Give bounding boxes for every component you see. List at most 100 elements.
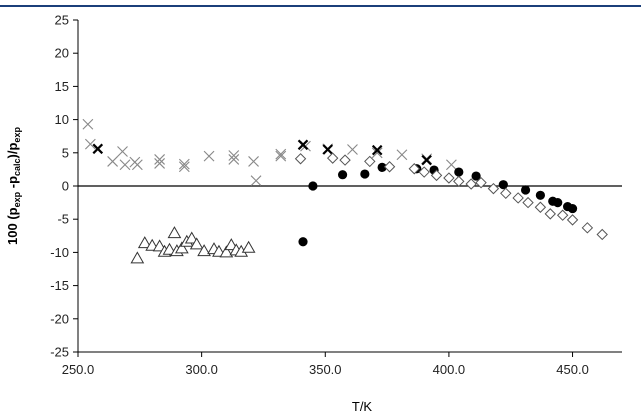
cross-stroke — [275, 148, 287, 160]
data-point-cross — [371, 147, 383, 159]
data-point-diamond — [408, 163, 420, 175]
cross-stroke — [117, 146, 128, 157]
data-point-cross — [178, 158, 190, 170]
data-point-cross — [119, 159, 131, 171]
data-point-diamond — [364, 155, 376, 168]
x-tick-label: 450.0 — [556, 362, 589, 377]
y-tick-label: 0 — [62, 179, 69, 194]
data-point-circle — [553, 198, 563, 208]
data-point-cross — [297, 139, 309, 151]
y-tick-label: 10 — [55, 112, 69, 127]
data-point-diamond — [544, 208, 556, 220]
data-point-circle — [520, 185, 531, 195]
y-axis-title-part: -p — [5, 176, 20, 192]
data-point-cross — [117, 146, 128, 157]
data-point-diamond — [383, 161, 396, 173]
data-point-triangle — [219, 245, 234, 258]
data-point-diamond — [443, 172, 455, 184]
data-point-cross — [347, 144, 358, 155]
cross-stroke — [371, 144, 383, 156]
data-point-circle — [377, 162, 387, 173]
data-point-circle — [298, 237, 308, 247]
cross-stroke — [396, 149, 408, 161]
y-tick-label: -10 — [50, 245, 69, 260]
x-axis-title: T/K — [352, 399, 373, 414]
data-point-cross — [203, 150, 215, 162]
y-tick-label: 25 — [55, 13, 69, 28]
data-point-diamond — [465, 178, 477, 190]
data-point-cross — [154, 154, 165, 165]
data-point-circle — [337, 170, 348, 180]
data-point-circle — [360, 169, 370, 179]
data-point-cross — [250, 175, 262, 187]
data-point-triangle — [174, 241, 189, 254]
x-tick-label: 350.0 — [309, 362, 342, 377]
cross-stroke — [92, 143, 104, 155]
data-point-cross — [154, 158, 165, 169]
data-point-diamond — [556, 209, 569, 221]
axes: -25 -20 -15 -10 -5 0 5 10 15 20 25 250.0 300.0 350.0 4… — [50, 13, 622, 377]
data-point-cross — [228, 150, 240, 161]
y-tick-label: -5 — [57, 212, 69, 227]
data-point-diamond — [566, 214, 579, 226]
data-point-diamond — [339, 154, 351, 166]
data-point-cross — [82, 118, 94, 130]
data-point-circle — [535, 190, 546, 200]
data-point-diamond — [487, 182, 500, 195]
y-tick-label: -15 — [50, 278, 69, 293]
cross-stroke — [421, 154, 432, 166]
data-point-cross — [131, 159, 143, 171]
data-point-triangle — [184, 231, 199, 244]
cross-stroke — [228, 150, 240, 161]
plot-area — [82, 118, 608, 264]
data-point-diamond — [326, 152, 339, 164]
data-point-cross — [107, 156, 119, 167]
data-point-cross — [322, 144, 334, 155]
y-tick-label: 15 — [55, 79, 69, 94]
y-axis-title-subscript: exp — [12, 191, 22, 207]
x-tick-label: 250.0 — [62, 362, 95, 377]
data-point-diamond — [430, 169, 443, 182]
data-point-cross — [275, 150, 287, 162]
data-point-circle — [454, 167, 464, 177]
data-point-cross — [445, 159, 457, 171]
data-point-cross — [421, 154, 432, 166]
cross-stroke — [154, 154, 165, 165]
data-point-circle — [471, 171, 481, 181]
data-point-circle — [498, 180, 508, 190]
data-point-cross — [92, 143, 104, 155]
x-tick-label: 400.0 — [433, 362, 466, 377]
data-point-triangle — [241, 240, 256, 253]
y-tick-label: -25 — [50, 345, 69, 360]
data-point-diamond — [581, 222, 594, 234]
cross-stroke — [131, 159, 143, 171]
data-point-diamond — [522, 196, 534, 209]
x-tick-label: 300.0 — [185, 362, 218, 377]
cross-stroke — [248, 156, 259, 167]
cross-stroke — [228, 154, 240, 165]
y-axis-title-part: 100 (p — [5, 207, 20, 245]
data-point-cross — [396, 149, 408, 161]
data-point-diamond — [512, 192, 524, 204]
data-point-diamond — [500, 187, 512, 200]
data-point-cross — [228, 154, 240, 165]
cross-stroke — [297, 139, 309, 151]
data-point-triangle — [197, 244, 211, 257]
cross-stroke — [445, 159, 457, 171]
cross-stroke — [347, 144, 358, 155]
data-point-diamond — [475, 176, 487, 189]
cross-stroke — [107, 156, 119, 167]
data-point-cross — [275, 148, 287, 160]
cross-stroke — [84, 138, 96, 150]
cross-stroke — [154, 158, 165, 169]
data-point-triangle — [137, 236, 152, 249]
y-axis-title: 100 (pexp -pcalc)/pexp — [5, 127, 22, 245]
cross-stroke — [250, 175, 262, 187]
data-point-triangle — [189, 237, 204, 250]
y-axis-title-part: )/p — [5, 143, 20, 159]
data-point-cross — [178, 161, 190, 173]
data-point-triangle — [167, 226, 182, 239]
data-point-circle — [308, 181, 318, 191]
